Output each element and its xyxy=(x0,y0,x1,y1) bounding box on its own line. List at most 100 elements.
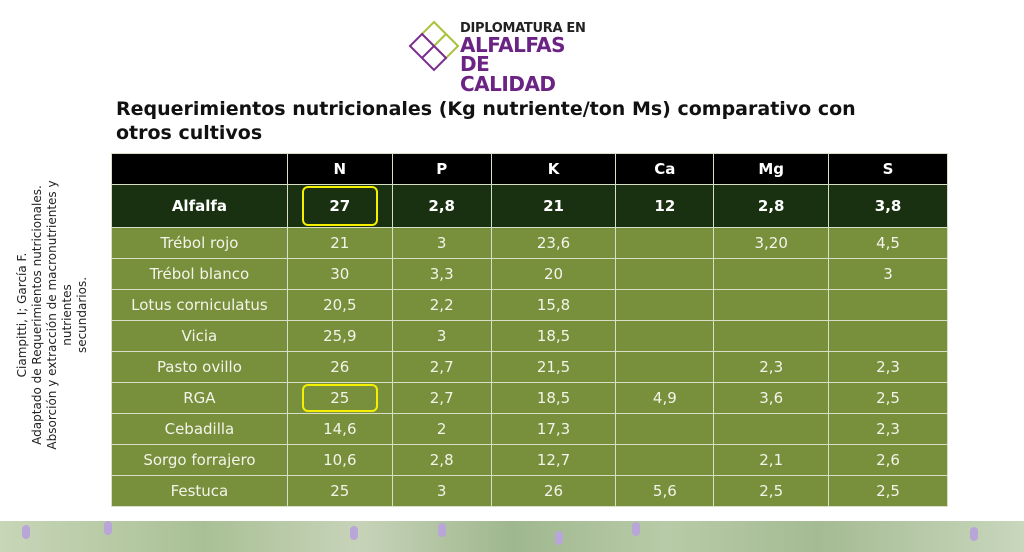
alfalfa-field-image xyxy=(0,521,1024,552)
table-cell: 3 xyxy=(391,475,492,507)
crop-name: Festuca xyxy=(111,475,288,507)
table-cell: 3 xyxy=(391,227,492,259)
table-row: Alfalfa 27 2,8 21 12 2,8 3,8 xyxy=(111,184,948,228)
crop-name: Sorgo forrajero xyxy=(111,444,288,476)
table-cell: 2,8 xyxy=(713,184,830,228)
table-cell: 26 xyxy=(286,351,393,383)
source-line: Adaptado de Requerimientos nutricionales… xyxy=(30,185,44,445)
table-cell: 12 xyxy=(615,184,715,228)
crop-name: Cebadilla xyxy=(111,413,288,445)
source-line: secundarios. xyxy=(75,276,89,354)
table-cell: 2,8 xyxy=(391,184,492,228)
table-header-row: N P K Ca Mg S xyxy=(111,153,948,185)
highlight-box: 27 xyxy=(301,186,378,226)
crop-name: Vicia xyxy=(111,320,288,352)
table-cell xyxy=(615,413,715,445)
table-cell xyxy=(615,227,715,259)
column-header: S xyxy=(828,153,948,185)
table-cell: 2,3 xyxy=(828,413,948,445)
column-header: N xyxy=(286,153,393,185)
table-cell xyxy=(615,258,715,290)
table-cell: 26 xyxy=(490,475,617,507)
crop-name: Lotus corniculatus xyxy=(111,289,288,321)
crop-name: RGA xyxy=(111,382,288,414)
page-title: Requerimientos nutricionales (Kg nutrien… xyxy=(116,98,856,144)
table-cell xyxy=(828,289,948,321)
source-line: Ciampitti, I; García F. xyxy=(15,252,29,378)
logo: DIPLOMATURA EN ALFALFAS DE CALIDAD xyxy=(408,18,588,94)
source-citation: Ciampitti, I; García F. Adaptado de Requ… xyxy=(15,155,105,475)
table-cell xyxy=(615,351,715,383)
column-header: K xyxy=(490,153,617,185)
table-cell: 2,5 xyxy=(828,382,948,414)
table-row: Pasto ovillo 26 2,7 21,5 2,3 2,3 xyxy=(111,351,948,383)
crop-name: Trébol blanco xyxy=(111,258,288,290)
logo-line3: DE CALIDAD xyxy=(460,52,556,96)
table-row: Trébol blanco 30 3,3 20 3 xyxy=(111,258,948,290)
table-cell: 2,1 xyxy=(713,444,830,476)
nutrient-table: N P K Ca Mg S Alfalfa 27 2,8 21 12 2,8 3,8 Trébol ro… xyxy=(111,153,948,507)
table-cell: 3,8 xyxy=(828,184,948,228)
table-cell: 2,3 xyxy=(713,351,830,383)
table-cell: 2 xyxy=(391,413,492,445)
crop-name: Pasto ovillo xyxy=(111,351,288,383)
table-cell xyxy=(713,258,830,290)
logo-line1: DIPLOMATURA EN xyxy=(460,21,586,36)
table-cell xyxy=(615,289,715,321)
table-cell: 4,9 xyxy=(615,382,715,414)
table-cell: 30 xyxy=(286,258,393,290)
table-row: Sorgo forrajero 10,6 2,8 12,7 2,1 2,6 xyxy=(111,444,948,476)
table-cell: 14,6 xyxy=(286,413,393,445)
table-cell: 2,3 xyxy=(828,351,948,383)
table-cell: 3,6 xyxy=(713,382,830,414)
table-cell: 4,5 xyxy=(828,227,948,259)
table-cell xyxy=(615,320,715,352)
table-cell: 3,3 xyxy=(391,258,492,290)
table-cell: 25 xyxy=(286,382,393,414)
source-line: Absorción y extracción de macronutriente… xyxy=(45,180,74,450)
column-header xyxy=(111,153,288,185)
table-cell: 3,20 xyxy=(713,227,830,259)
logo-line2: ALFALFAS xyxy=(460,33,566,57)
table-cell xyxy=(615,444,715,476)
crop-name: Alfalfa xyxy=(111,184,288,228)
table-cell: 18,5 xyxy=(490,382,617,414)
diamond-logo-icon xyxy=(408,20,460,72)
column-header: P xyxy=(391,153,492,185)
table-cell: 2,2 xyxy=(391,289,492,321)
table-cell: 3 xyxy=(828,258,948,290)
table-cell xyxy=(828,320,948,352)
table-cell: 18,5 xyxy=(490,320,617,352)
table-cell: 2,6 xyxy=(828,444,948,476)
table-cell: 21 xyxy=(286,227,393,259)
table-cell xyxy=(713,289,830,321)
table-row: Festuca 25 3 26 5,6 2,5 2,5 xyxy=(111,475,948,507)
table-row: Cebadilla 14,6 2 17,3 2,3 xyxy=(111,413,948,445)
table-cell: 2,7 xyxy=(391,351,492,383)
table-cell: 2,8 xyxy=(391,444,492,476)
column-header: Mg xyxy=(713,153,830,185)
table-cell: 10,6 xyxy=(286,444,393,476)
table-cell: 21,5 xyxy=(490,351,617,383)
table-cell: 12,7 xyxy=(490,444,617,476)
table-cell: 27 xyxy=(286,184,393,228)
table-cell: 3 xyxy=(391,320,492,352)
column-header: Ca xyxy=(615,153,715,185)
table-cell: 20,5 xyxy=(286,289,393,321)
table-cell xyxy=(713,413,830,445)
table-row: Trébol rojo 21 3 23,6 3,20 4,5 xyxy=(111,227,948,259)
table-cell: 25 xyxy=(286,475,393,507)
highlight-box: 25 xyxy=(301,384,378,412)
table-row: Lotus corniculatus 20,5 2,2 15,8 xyxy=(111,289,948,321)
table-cell: 15,8 xyxy=(490,289,617,321)
table-cell xyxy=(713,320,830,352)
table-cell: 21 xyxy=(490,184,617,228)
table-cell: 20 xyxy=(490,258,617,290)
table-row: RGA 25 2,7 18,5 4,9 3,6 2,5 xyxy=(111,382,948,414)
table-cell: 23,6 xyxy=(490,227,617,259)
table-row: Vicia 25,9 3 18,5 xyxy=(111,320,948,352)
table-cell: 17,3 xyxy=(490,413,617,445)
crop-name: Trébol rojo xyxy=(111,227,288,259)
table-cell: 2,5 xyxy=(713,475,830,507)
table-cell: 5,6 xyxy=(615,475,715,507)
